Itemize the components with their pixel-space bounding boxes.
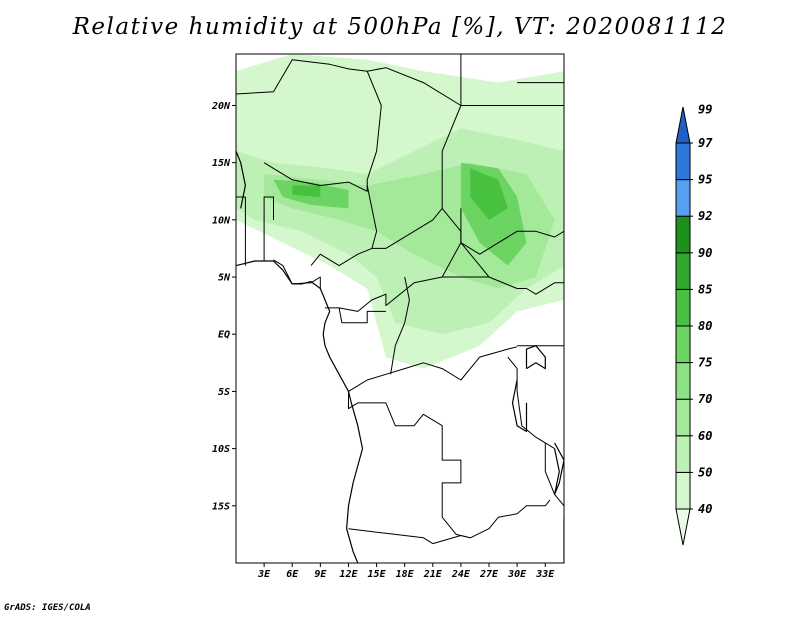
coastline: [236, 260, 364, 563]
lon-tick-label: 15E: [368, 569, 387, 580]
lat-tick-label: 20N: [211, 101, 231, 112]
country-border: [507, 356, 555, 450]
lon-tick-label: 30E: [507, 569, 527, 580]
lat-tick-label: EQ: [218, 330, 230, 341]
country-border: [310, 185, 378, 267]
country-border: [263, 71, 382, 192]
colorbar-label: 97: [698, 136, 713, 150]
country-border: [263, 196, 274, 261]
lat-tick-label: 5S: [218, 387, 230, 398]
country-border: [338, 307, 386, 324]
lat-tick-label: 10N: [212, 215, 231, 226]
colorbar-label: 70: [698, 392, 712, 406]
colorbar-label: 80: [698, 319, 712, 333]
country-border: [348, 346, 518, 392]
latitude-axis: 20N 15N 10N 5N EQ 5S 10S 15S: [211, 101, 236, 512]
colorbar-label: 40: [698, 502, 712, 516]
country-border: [236, 196, 246, 266]
colorbar-box-92: [675, 215, 691, 254]
colorbar-label: 90: [698, 246, 712, 260]
colorbar-box-70: [675, 398, 691, 437]
colorbar-box-85: [675, 288, 691, 327]
lon-tick-label: 3E: [257, 569, 271, 580]
country-border: [516, 499, 551, 515]
country-border: [460, 230, 564, 255]
lon-tick-label: 33E: [535, 569, 555, 580]
longitude-axis: 3E 6E 9E 12E 15E 18E 21E 24E 27E 30E 33E: [257, 563, 555, 580]
colorbar-label: 60: [698, 429, 712, 443]
humidity-zone-85: [470, 168, 508, 220]
colorbar-box-90: [675, 252, 691, 290]
coastline: [511, 379, 528, 433]
colorbar-lower-triangle: [675, 508, 691, 546]
chart-title: Relative humidity at 500hPa [%], VT: 202…: [72, 14, 728, 40]
colorbar-upper-triangle: [675, 106, 691, 144]
lon-tick-label: 6E: [286, 569, 299, 580]
colorbar-label: 50: [698, 465, 712, 479]
lon-tick-label: 27E: [479, 569, 499, 580]
country-border: [442, 276, 564, 295]
country-border: [460, 54, 564, 106]
country-border: [325, 208, 462, 312]
country-border: [348, 513, 518, 545]
plot-frame: [235, 53, 565, 564]
colorbar-box-80: [675, 325, 691, 364]
lat-tick-label: 10S: [212, 444, 230, 455]
colorbar-box-50: [675, 471, 691, 510]
country-border: [544, 442, 564, 507]
colorbar-box-97: [675, 142, 691, 181]
credit-label: GrADS: IGES/COLA: [4, 603, 91, 613]
lat-tick-label: 15N: [212, 158, 231, 169]
colorbar-box-75: [675, 362, 691, 400]
colorbar-label: 75: [698, 356, 712, 370]
lon-tick-label: 24E: [451, 569, 471, 580]
lon-tick-label: 12E: [339, 569, 358, 580]
colorbar-label: 95: [698, 173, 712, 187]
colorbar-label: 92: [698, 209, 712, 223]
coastline: [236, 150, 246, 209]
lon-tick-label: 9E: [314, 569, 327, 580]
colorbar-box-60: [675, 435, 691, 473]
lon-tick-label: 18E: [396, 569, 415, 580]
colorbar-label: 99: [698, 102, 712, 116]
country-border: [441, 105, 462, 209]
colorbar: 40 50 60 70 75 80 85 90 92 95 97 99: [675, 102, 713, 546]
humidity-fill-layer: [236, 54, 564, 369]
colorbar-box-95: [675, 179, 691, 217]
lat-tick-label: 15S: [212, 501, 230, 512]
country-border: [348, 391, 471, 539]
colorbar-label: 85: [698, 282, 712, 296]
lat-tick-label: 5N: [218, 273, 231, 284]
country-border: [236, 54, 462, 106]
country-border: [390, 276, 410, 375]
humidity-zone-85: [292, 185, 321, 197]
lon-tick-label: 21E: [423, 569, 443, 580]
boundary-layer: [236, 54, 564, 563]
coastline: [525, 345, 546, 370]
coastline: [553, 442, 564, 495]
